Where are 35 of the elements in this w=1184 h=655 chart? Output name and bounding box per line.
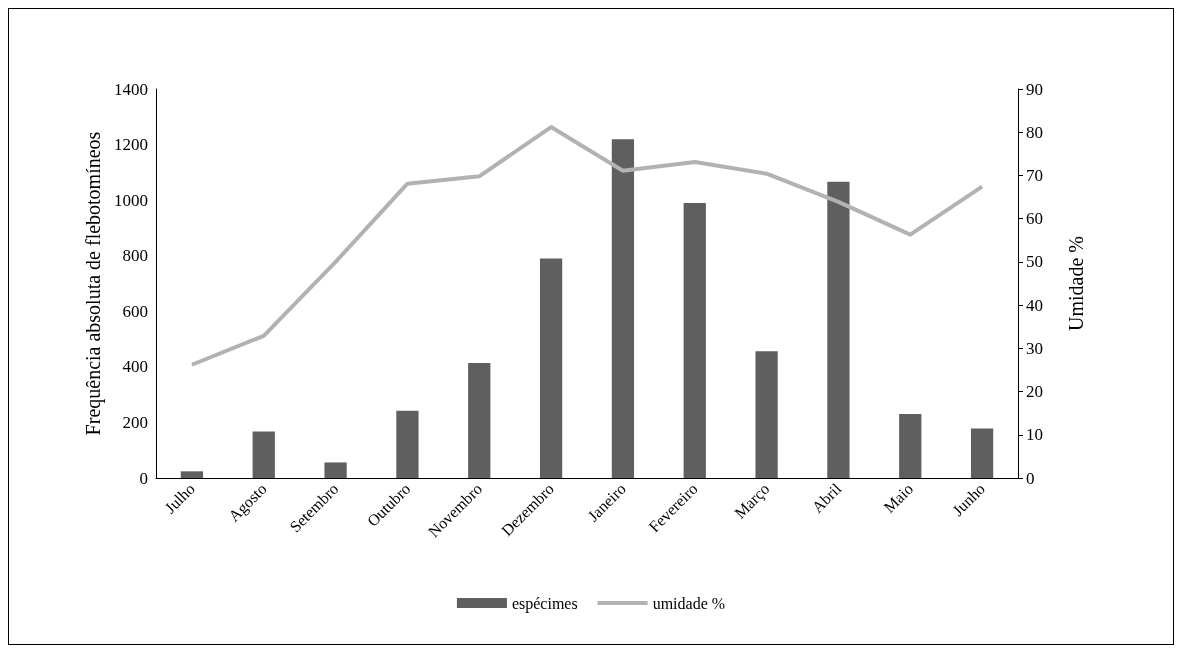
y2-tick-label: 40 <box>1026 295 1043 315</box>
bar <box>396 410 419 478</box>
line-series <box>189 125 985 367</box>
y-tick-label: 400 <box>122 357 148 377</box>
bar <box>683 202 706 478</box>
y2-tick-label: 60 <box>1026 209 1043 229</box>
legend-label: espécimes <box>511 594 578 613</box>
y-tick-label: 800 <box>122 246 148 266</box>
bar <box>899 414 922 478</box>
y-tick-label: 600 <box>122 301 148 321</box>
y2-tick-label: 0 <box>1026 468 1035 488</box>
y-tick-label: 1200 <box>114 135 148 155</box>
y-tick-label: 1400 <box>114 79 148 99</box>
y-tick-label: 1000 <box>114 190 148 210</box>
y2-tick-label: 70 <box>1026 165 1043 185</box>
y2-tick-label: 90 <box>1026 79 1043 99</box>
legend-label: umidade % <box>652 594 726 612</box>
y2-axis-title: Umidade % <box>1065 236 1087 331</box>
y-axis-title: Frequência absoluta de flebotomíneos <box>82 131 106 436</box>
bar <box>468 362 491 478</box>
y-tick-label: 200 <box>122 412 148 432</box>
y2-tick-label: 80 <box>1026 122 1043 142</box>
y2-tick-label: 20 <box>1026 382 1043 402</box>
bar <box>755 351 778 478</box>
bar <box>539 258 563 478</box>
y-tick-label: 0 <box>139 468 148 488</box>
bar <box>970 428 994 478</box>
bar <box>324 462 347 478</box>
y2-tick-label: 10 <box>1026 425 1043 445</box>
bar <box>611 139 635 478</box>
bar <box>827 181 850 478</box>
y2-tick-label: 30 <box>1026 338 1043 358</box>
bar <box>252 431 275 478</box>
bar <box>180 471 204 478</box>
y2-tick-label: 50 <box>1026 252 1043 272</box>
